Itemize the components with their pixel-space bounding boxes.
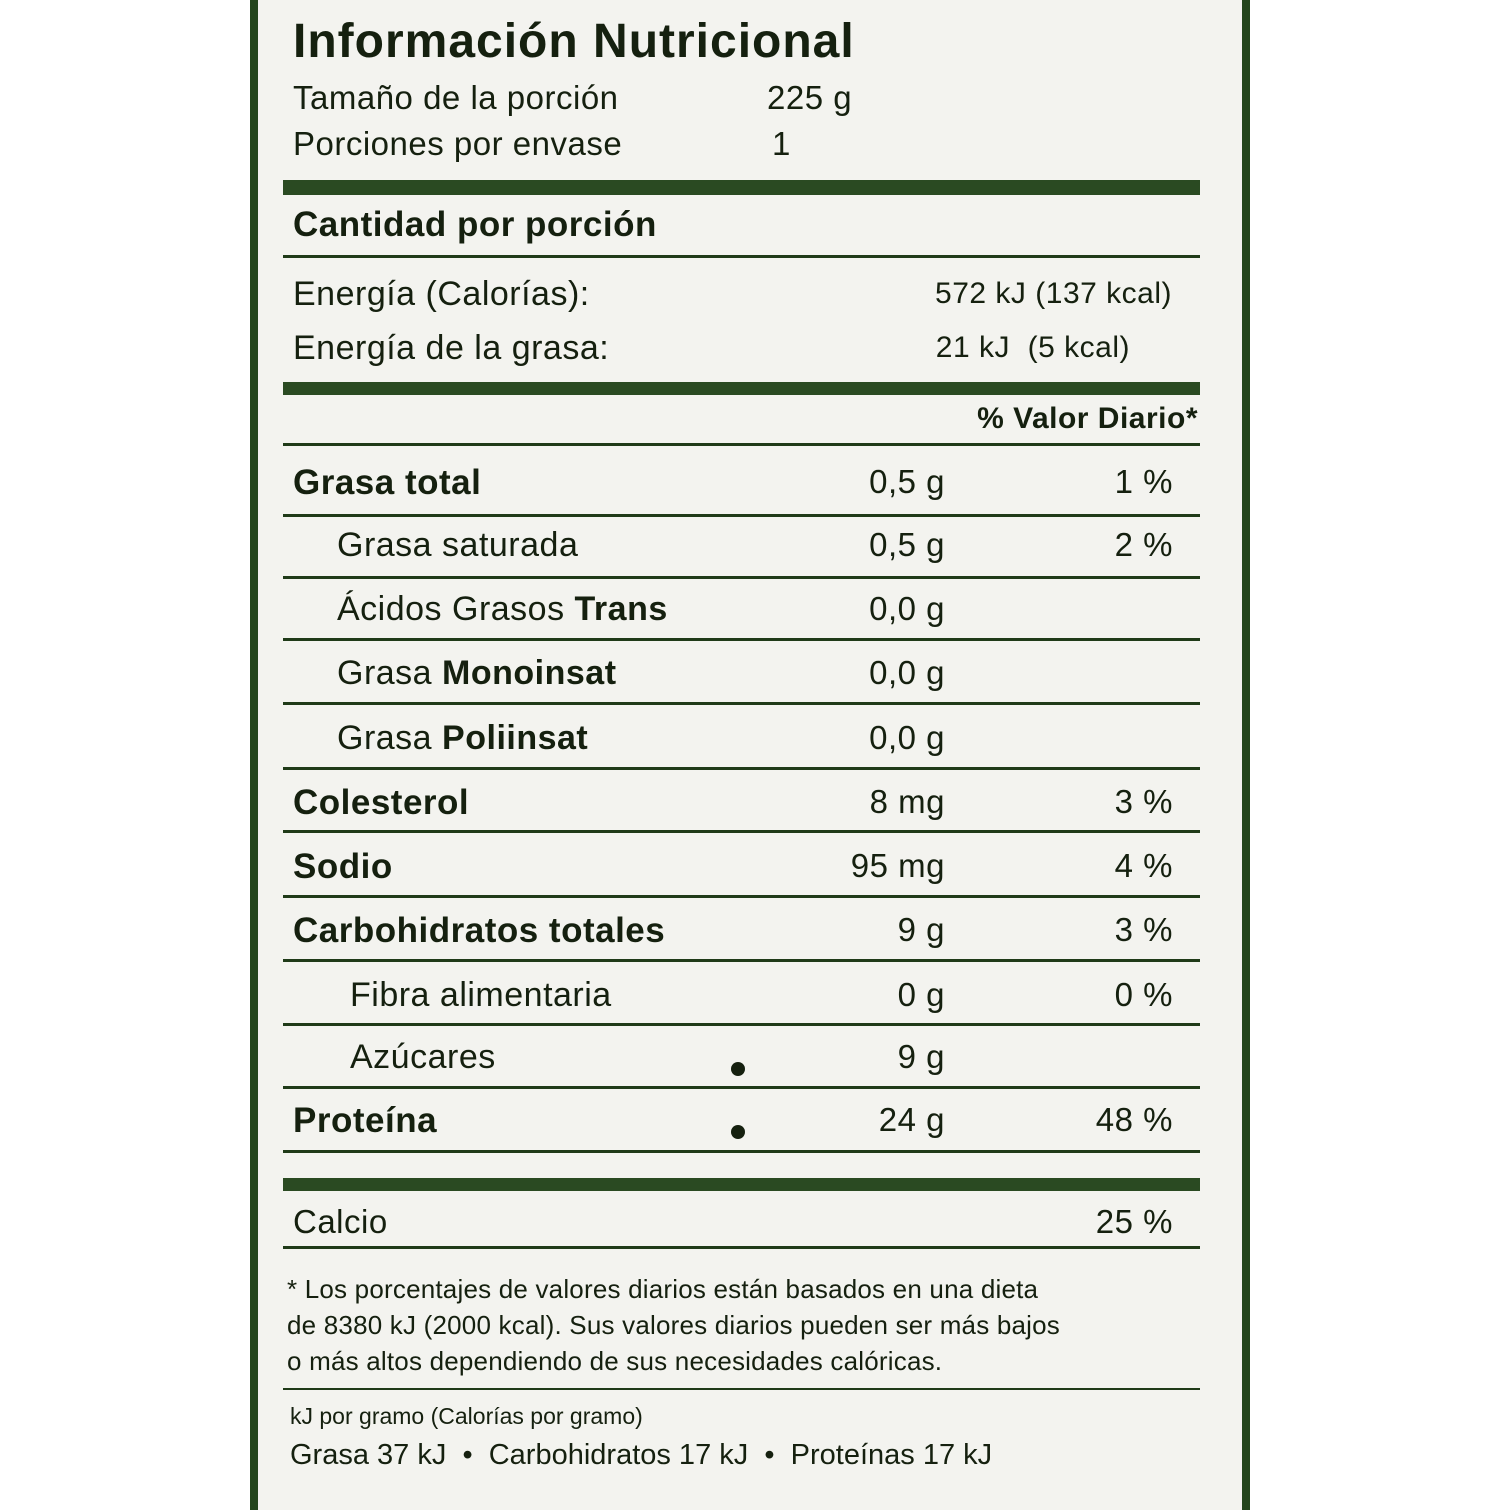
nutrient-amount: 0,0 g <box>869 654 945 691</box>
nutrient-daily-value: 48 % <box>1095 1101 1173 1138</box>
nutrient-name: Ácidos Grasos <box>337 590 575 628</box>
nutrient-name-bold: Poliinsat <box>442 719 589 757</box>
nutrient-amount: 9 g <box>897 1038 945 1075</box>
nutrient-label: Carbohidratos totales <box>293 913 665 948</box>
bullet-icon <box>731 1125 745 1139</box>
daily-value-header: % Valor Diario* <box>977 402 1198 435</box>
divider <box>283 1246 1200 1249</box>
nutrient-name: Colesterol <box>293 783 470 822</box>
divider <box>283 576 1200 579</box>
nutrient-label: Sodio <box>293 849 393 884</box>
nutrient-name: Grasa saturada <box>337 526 579 564</box>
nutrient-label: Fibra alimentaria <box>350 978 612 1012</box>
servings-label: Porciones por envase <box>293 125 623 162</box>
nutrient-amount: 8 mg <box>869 783 945 820</box>
nutrient-daily-value: 3 % <box>1114 911 1173 948</box>
divider <box>283 1023 1200 1026</box>
fat-energy-label: Energía de la grasa: <box>293 329 610 367</box>
nutrient-name: Carbohidratos totales <box>293 911 666 950</box>
nutrient-name: Proteína <box>293 1101 438 1140</box>
fat-energy-value: 21 kJ (5 kcal) <box>935 331 1130 364</box>
amount-header: Cantidad por porción <box>293 205 657 244</box>
footnote-line: de 8380 kJ (2000 kcal). Sus valores diar… <box>287 1310 1060 1340</box>
divider <box>283 255 1200 258</box>
calcium-percent: 25 % <box>1095 1203 1173 1240</box>
nutrient-label: Azúcares <box>350 1040 496 1074</box>
divider <box>283 1388 1200 1390</box>
nutrient-daily-value: 1 % <box>1114 463 1173 500</box>
nutrient-name: Fibra alimentaria <box>350 976 612 1014</box>
nutrient-name: Sodio <box>293 847 393 886</box>
nutrient-label: Colesterol <box>293 785 469 820</box>
serving-size-label: Tamaño de la porción <box>293 79 619 116</box>
divider <box>283 702 1200 705</box>
nutrient-name-bold: Trans <box>574 590 668 628</box>
divider <box>283 514 1200 517</box>
nutrient-daily-value: 3 % <box>1114 783 1173 820</box>
nutrient-daily-value: 2 % <box>1114 526 1173 563</box>
divider <box>283 830 1200 833</box>
bullet-icon <box>731 1062 745 1076</box>
divider <box>283 959 1200 962</box>
divider <box>283 443 1200 446</box>
energy-value: 572 kJ (137 kcal) <box>935 277 1172 310</box>
serving-size-value: 225 g <box>767 79 853 116</box>
nutrient-amount: 0 g <box>897 976 945 1013</box>
nutrient-amount: 9 g <box>897 911 945 948</box>
nutrient-label: Grasa Poliinsat <box>337 721 588 755</box>
footnote-line: o más altos dependiendo de sus necesidad… <box>287 1346 943 1376</box>
divider-thick <box>283 1178 1200 1191</box>
label-title: Información Nutricional <box>293 15 855 68</box>
divider <box>283 638 1200 641</box>
nutrient-amount: 0,5 g <box>869 463 945 500</box>
divider-thick <box>283 180 1200 195</box>
divider <box>283 1150 1200 1153</box>
nutrient-amount: 95 mg <box>850 847 945 884</box>
divider-thick <box>283 382 1200 395</box>
nutrient-label: Grasa Monoinsat <box>337 656 617 690</box>
nutrient-name: Grasa <box>337 654 443 692</box>
nutrient-label: Grasa total <box>293 465 481 500</box>
nutrient-daily-value: 0 % <box>1114 976 1173 1013</box>
nutrient-name: Grasa <box>337 719 443 757</box>
nutrient-amount: 0,0 g <box>869 719 945 756</box>
nutrient-name-bold: Monoinsat <box>442 654 617 692</box>
per-gram-values: Grasa 37 kJ • Carbohidratos 17 kJ • Prot… <box>290 1439 993 1471</box>
nutrient-amount: 24 g <box>878 1101 945 1138</box>
nutrient-amount: 0,5 g <box>869 526 945 563</box>
footnote-line: * Los porcentajes de valores diarios est… <box>287 1274 1039 1304</box>
calcium-label: Calcio <box>293 1203 388 1240</box>
nutrient-daily-value: 4 % <box>1114 847 1173 884</box>
servings-value: 1 <box>772 125 791 162</box>
divider <box>283 895 1200 898</box>
nutrient-amount: 0,0 g <box>869 590 945 627</box>
nutrient-label: Grasa saturada <box>337 528 578 562</box>
nutrient-name: Grasa total <box>293 463 482 502</box>
nutrient-label: Ácidos Grasos Trans <box>337 592 668 626</box>
divider <box>283 1086 1200 1089</box>
energy-label: Energía (Calorías): <box>293 275 590 313</box>
divider <box>283 767 1200 770</box>
nutrient-label: Proteína <box>293 1103 437 1138</box>
label-panel <box>250 0 1250 1510</box>
nutrient-name: Azúcares <box>350 1038 496 1076</box>
per-gram-header: kJ por gramo (Calorías por gramo) <box>290 1403 643 1429</box>
